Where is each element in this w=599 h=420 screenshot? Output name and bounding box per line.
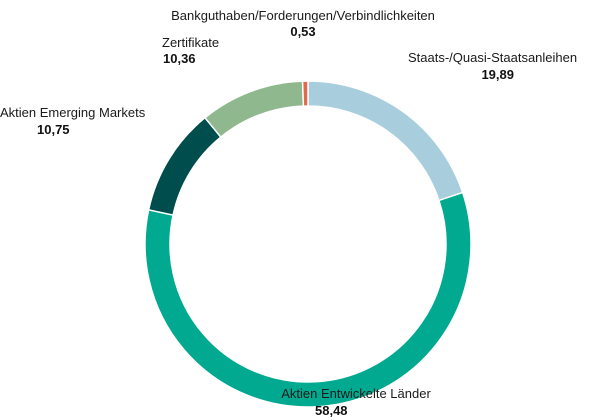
slice-label-name: Bankguthaben/Forderungen/Verbindlichkeit…	[171, 8, 435, 23]
slice-label-staats-quasi-staatsanleihen: Staats-/Quasi-Staatsanleihen 19,89	[408, 50, 577, 82]
slice-label-value: 0,53	[290, 24, 315, 39]
slice-label-bankguthaben: Bankguthaben/Forderungen/Verbindlichkeit…	[171, 8, 435, 39]
slice-label-name: Zertifikate	[162, 35, 219, 50]
donut-slice-3	[203, 80, 305, 139]
slice-label-value: 10,36	[163, 51, 196, 66]
donut-slice-4	[301, 80, 309, 107]
donut-slice-2	[147, 116, 222, 216]
donut-slices	[144, 80, 472, 408]
slice-label-aktien-entwickelte-laender: Aktien Entwickelte Länder 58,48	[281, 386, 431, 418]
slice-label-value: 10,75	[37, 122, 70, 137]
slice-label-value: 19,89	[481, 67, 514, 82]
slice-label-aktien-emerging-markets: Aktien Emerging Markets 10,75	[0, 105, 146, 137]
slice-label-zertifikate: Zertifikate 10,36	[162, 35, 219, 66]
slice-label-value: 58,48	[315, 403, 348, 418]
donut-slice-1	[144, 191, 472, 408]
slice-label-name: Aktien Entwickelte Länder	[281, 386, 431, 401]
slice-label-name: Staats-/Quasi-Staatsanleihen	[408, 50, 577, 65]
slice-label-name: Aktien Emerging Markets	[0, 105, 146, 120]
donut-slice-0	[307, 80, 464, 202]
